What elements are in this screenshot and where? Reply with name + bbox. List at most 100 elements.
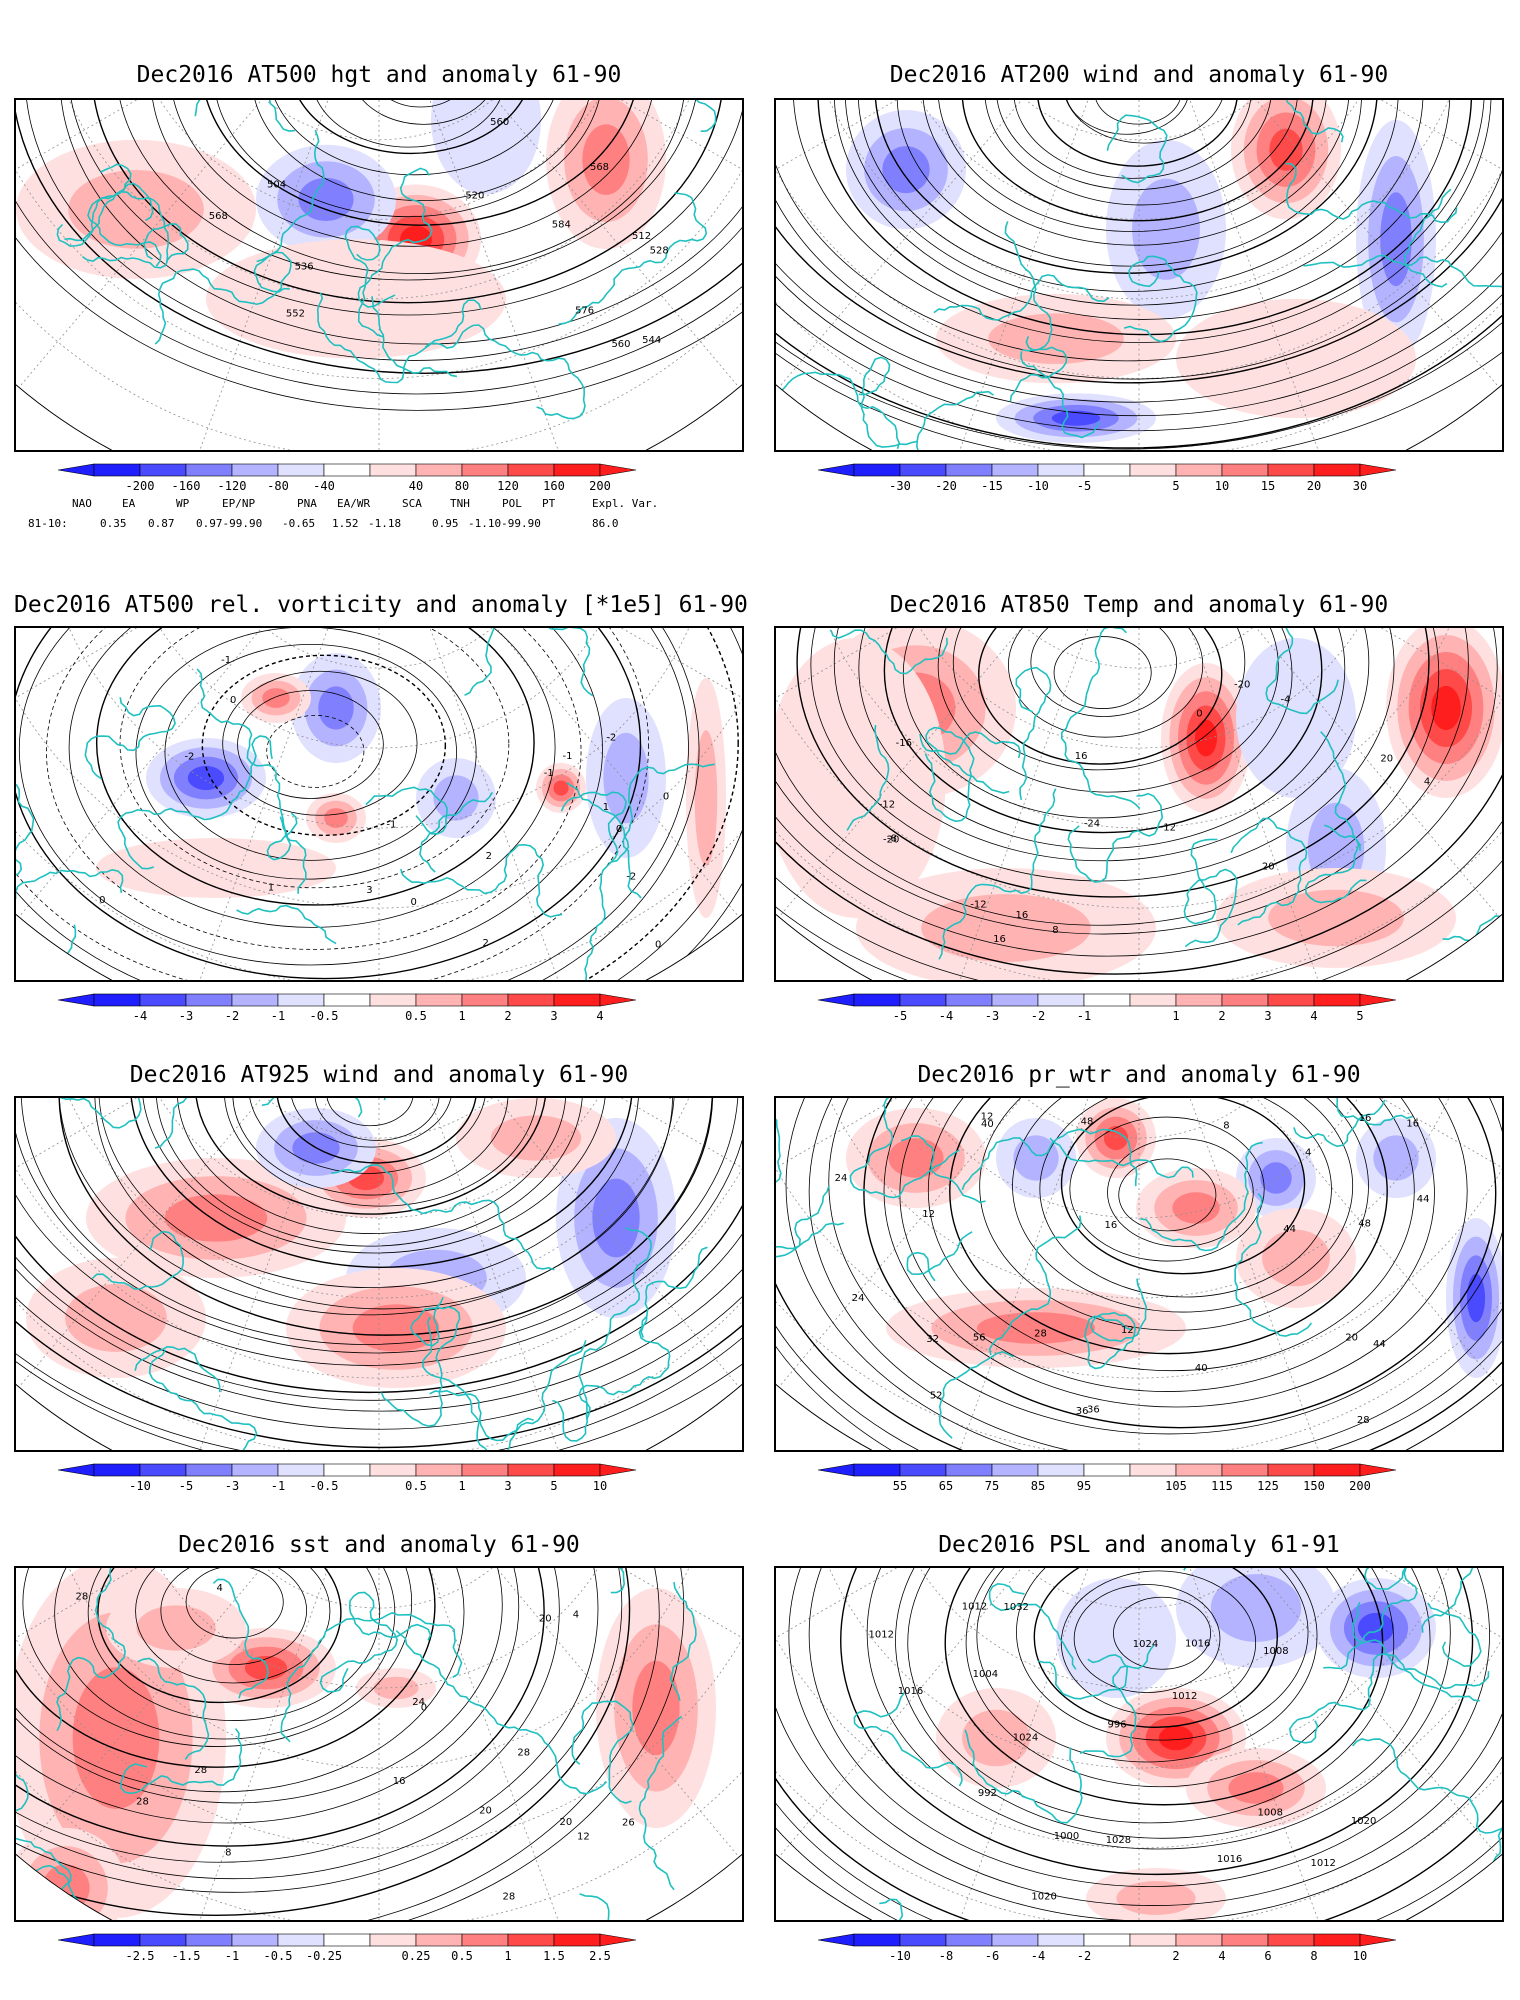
map-content: 0 0 0 0 -1 -1 -2 -2 1 1 2 3 -1 -1 0 0 -2 2: [16, 628, 742, 980]
contour-label: 12: [1163, 823, 1176, 834]
coastline: [56, 1568, 160, 1732]
colorbar-swatch: [1175, 1933, 1223, 1947]
colorbar-swatch: [899, 1463, 947, 1477]
colorbar-tick-label: 2: [1172, 1949, 1179, 1963]
contour-line: [16, 100, 742, 374]
contour-label: 24: [412, 1697, 425, 1708]
coastline: [16, 1864, 79, 1920]
contour-line: [776, 100, 1502, 417]
colorbar-swatch: [369, 1933, 417, 1947]
coastline: [1183, 838, 1238, 948]
contour-line: [16, 628, 649, 980]
contour-line: [776, 628, 1498, 957]
contour-line: [222, 670, 418, 816]
colorbar-tick-label: 4: [596, 1009, 603, 1023]
contour-line: [16, 1098, 742, 1449]
colorbar-swatch: [231, 993, 279, 1007]
map-content: [16, 1098, 742, 1450]
colorbar-swatch: [1221, 1463, 1269, 1477]
contour-label: 40: [981, 1119, 994, 1130]
contour-label: 16: [1016, 910, 1029, 921]
contour-label: -1: [386, 819, 396, 830]
colorbar: -2.5 -1.5 -1 -0.5 -0.25 0.25 0.5 1 1.5 2.5: [57, 1930, 718, 1963]
map-200wind: [774, 98, 1504, 452]
anomaly-shading: [324, 808, 348, 828]
colorbar-tick-label: 10: [1215, 479, 1229, 493]
coastline: [858, 356, 918, 448]
contour-label: 28: [136, 1797, 149, 1808]
anomaly-shading: [318, 686, 354, 730]
coastline: [344, 225, 384, 338]
panel-psl: Dec2016 PSL and anomaly 61-91 1016 1012 10…: [774, 1530, 1504, 1970]
contour-line: [16, 100, 742, 411]
contour-line: [94, 1098, 674, 1310]
colorbar-swatch: [1221, 463, 1269, 477]
contour-line: [16, 1568, 599, 1880]
colorbar-swatch: [1221, 993, 1269, 1007]
contour-label: 2: [482, 938, 488, 949]
panel-title: Dec2016 AT500 rel. vorticity and anomaly…: [14, 592, 748, 618]
idx-name: SCA: [402, 497, 422, 510]
meridian-line: [378, 100, 740, 388]
panel-850temp: Dec2016 AT850 Temp and anomaly 61-90 -20…: [774, 590, 1504, 1023]
colorbar-tick-label: 3: [550, 1009, 557, 1023]
contour-line: [1060, 1098, 1306, 1275]
coastline: [1067, 792, 1164, 883]
coastline: [1009, 346, 1068, 402]
meridian-line: [378, 1098, 571, 1450]
contour-line: [883, 628, 1323, 834]
contour-line: [16, 1568, 660, 1920]
contour-line: [1030, 628, 1178, 717]
contour-line: [808, 1568, 1490, 1888]
contour-label: 2: [486, 851, 492, 862]
contour-line: [164, 643, 457, 861]
colorbar-arrow-left: [57, 993, 95, 1007]
panel-title: Dec2016 AT500 hgt and anomaly 61-90: [136, 62, 622, 88]
coastline: [988, 1215, 1082, 1356]
contour-line: [95, 628, 535, 906]
colorbar-tick-label: 5: [1356, 1009, 1363, 1023]
contour-line: [858, 628, 1346, 849]
contour-label: 576: [575, 306, 594, 317]
contour-line: [160, 1568, 308, 1665]
colorbar-swatch: [945, 993, 993, 1007]
anomaly-shading: [888, 1138, 944, 1178]
contour-line: [150, 100, 686, 275]
anomaly-shading: [65, 1284, 167, 1352]
contour-label: 1012: [1172, 1691, 1197, 1702]
coastline: [566, 781, 630, 863]
anomaly-shading: [96, 838, 336, 898]
contour-line: [16, 100, 742, 395]
colorbar-tick-label: 0.5: [405, 1479, 427, 1493]
colorbar-swatch: [1037, 1463, 1085, 1477]
colorbar-swatch: [507, 1463, 555, 1477]
contour-label: 36: [1076, 1406, 1089, 1417]
contour-label: 568: [590, 162, 609, 173]
colorbar-tick-label: -2.5: [126, 1949, 155, 1963]
coastline: [1123, 255, 1198, 343]
coastline: [419, 791, 494, 873]
contour-label: 1024: [1133, 1639, 1158, 1650]
contour-label: 48: [1358, 1219, 1371, 1230]
colorbar-tick-label: -4: [133, 1009, 147, 1023]
coastline: [1289, 1653, 1480, 1744]
coastline: [1060, 628, 1141, 810]
colorbar-tick-label: -15: [981, 479, 1003, 493]
colorbar-tick-label: 30: [1353, 479, 1367, 493]
coastline: [1293, 1099, 1386, 1148]
contour-line: [896, 100, 1362, 267]
anomaly-shading: [1228, 1772, 1284, 1804]
colorbar-swatch: [461, 1463, 509, 1477]
colorbar-swatch: [1129, 463, 1177, 477]
contour-label: 44: [1283, 1224, 1296, 1235]
contour-line: [840, 1568, 1474, 1876]
colorbar-tick-label: -2: [1031, 1009, 1045, 1023]
panel-925wind: Dec2016 AT925 wind and anomaly 61-90 -10…: [14, 1060, 744, 1493]
panel-title: Dec2016 sst and anomaly 61-90: [178, 1532, 580, 1558]
colorbar-swatch: [185, 1933, 233, 1947]
contour-line: [979, 1098, 1369, 1331]
coastline: [964, 1729, 1083, 1824]
colorbar-tick-label: 10: [1353, 1949, 1367, 1963]
contour-label: -16: [896, 738, 912, 749]
contour-line: [1007, 628, 1204, 738]
